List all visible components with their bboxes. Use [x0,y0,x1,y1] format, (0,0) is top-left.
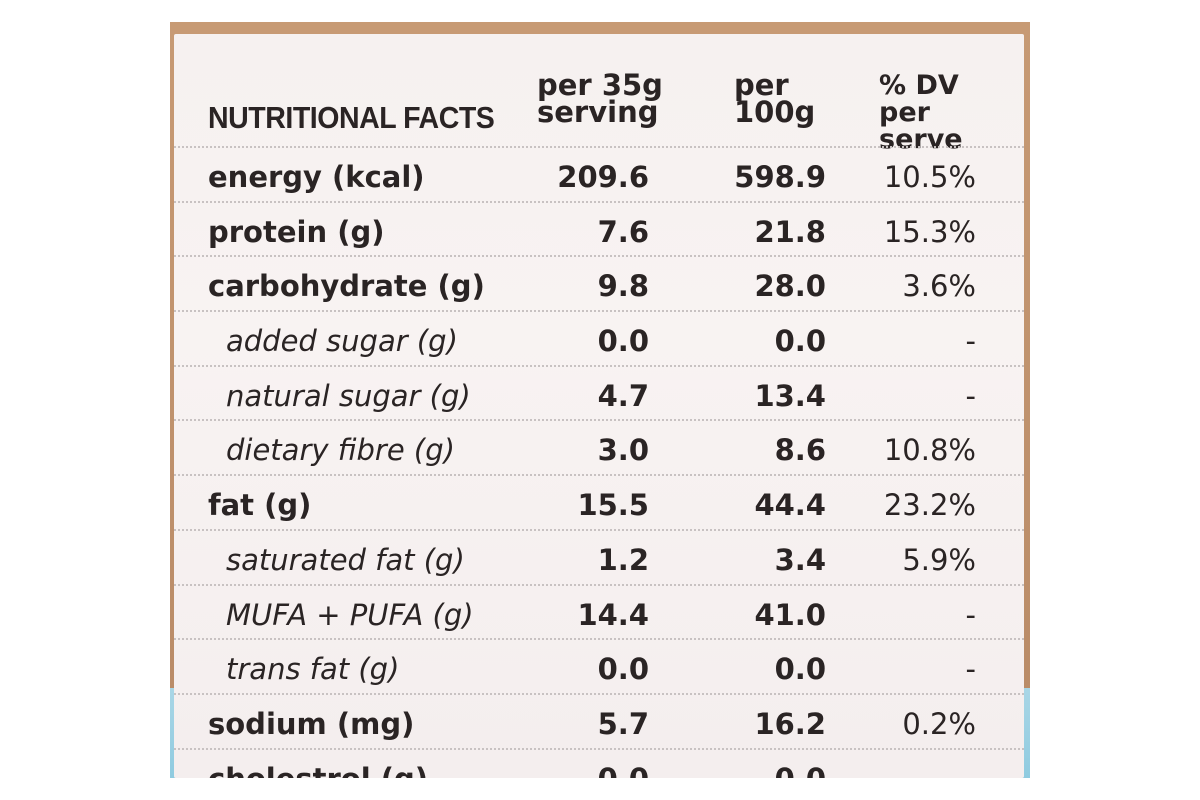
table-row: carbohydrate (g) 9.8 28.0 3.6% [174,255,1024,310]
value-per-serving: 5.7 [597,706,649,741]
nutrition-rows: energy (kcal) 209.6 598.9 10.5% protein … [174,146,1024,778]
table-row: dietary fibre (g) 3.0 8.6 10.8% [174,419,1024,474]
nutrient-name: natural sugar (g) [226,378,471,413]
value-dv: - [965,597,976,632]
table-row: natural sugar (g) 4.7 13.4 - [174,364,1024,420]
value-dv: 5.9% [902,542,976,577]
value-dv: 15.3% [883,214,976,249]
table-row: cholestrol (g) 0.0 0.0 - [174,747,1024,778]
table-row: energy (kcal) 209.6 598.9 10.5% [174,146,1024,201]
nutrient-name: trans fat (g) [226,652,400,687]
table-row: sodium (mg) 5.7 16.2 0.2% [174,692,1024,748]
value-per-serving: 4.7 [597,378,649,413]
nutrition-label: NUTRITIONAL FACTS per 35g serving per 10… [174,34,1024,778]
value-dv: 3.6% [902,269,976,304]
value-dv: 23.2% [883,488,976,523]
nutrient-name: dietary fibre (g) [226,433,455,468]
nutrient-name: added sugar (g) [226,324,458,359]
table-row: fat (g) 15.5 44.4 23.2% [174,474,1024,529]
value-per-serving: 3.0 [597,433,649,468]
value-per-100g: 44.4 [754,488,826,523]
value-dv: 10.5% [883,160,976,194]
value-per-100g: 13.4 [754,378,826,413]
table-row: added sugar (g) 0.0 0.0 - [174,310,1024,365]
table-row: MUFA + PUFA (g) 14.4 41.0 - [174,583,1024,639]
column-header-per-serving: per 35g serving [537,68,663,129]
value-dv: - [965,324,976,359]
value-per-serving: 9.8 [597,269,649,304]
value-dv: - [965,378,976,413]
product-photo: NUTRITIONAL FACTS per 35g serving per 10… [170,22,1030,778]
table-row: saturated fat (g) 1.2 3.4 5.9% [174,528,1024,584]
value-dv: - [965,652,976,687]
nutrient-name: MUFA + PUFA (g) [226,597,474,632]
table-row: protein (g) 7.6 21.8 15.3% [174,200,1024,256]
value-dv: 10.8% [883,433,976,468]
value-per-serving: 7.6 [597,214,649,249]
value-per-100g: 598.9 [734,160,826,194]
nutrient-name: sodium (mg) [208,706,415,741]
value-per-100g: 0.0 [774,324,826,359]
value-per-100g: 3.4 [774,542,826,577]
column-header-per-100g: per 100g [734,68,816,129]
nutrient-name: energy (kcal) [208,160,425,194]
value-dv: 0.2% [902,706,976,741]
value-per-100g: 0.0 [774,652,826,687]
value-per-100g: 21.8 [754,214,826,249]
nutrient-name: saturated fat (g) [226,542,465,577]
value-per-100g: 8.6 [774,433,826,468]
value-per-serving: 15.5 [577,488,649,523]
value-per-serving: 0.0 [597,652,649,687]
value-per-100g: 41.0 [754,597,826,632]
value-per-100g: 28.0 [754,269,826,304]
value-per-serving: 0.0 [597,324,649,359]
column-header-dv: % DV per serve [879,70,963,155]
value-per-serving: 209.6 [557,160,649,194]
value-per-100g: 0.0 [775,764,826,778]
value-per-serving: 1.2 [597,542,649,577]
value-per-serving: 0.0 [598,764,649,778]
table-title: NUTRITIONAL FACTS [208,100,495,135]
nutrient-name: fat (g) [208,488,312,523]
nutrient-name: protein (g) [208,214,385,249]
value-dv: - [966,764,976,778]
value-per-serving: 14.4 [577,597,649,632]
nutrient-name: cholestrol (g) [208,764,428,778]
value-per-100g: 16.2 [754,706,826,741]
table-row: trans fat (g) 0.0 0.0 - [174,638,1024,693]
nutrient-name: carbohydrate (g) [208,269,485,304]
